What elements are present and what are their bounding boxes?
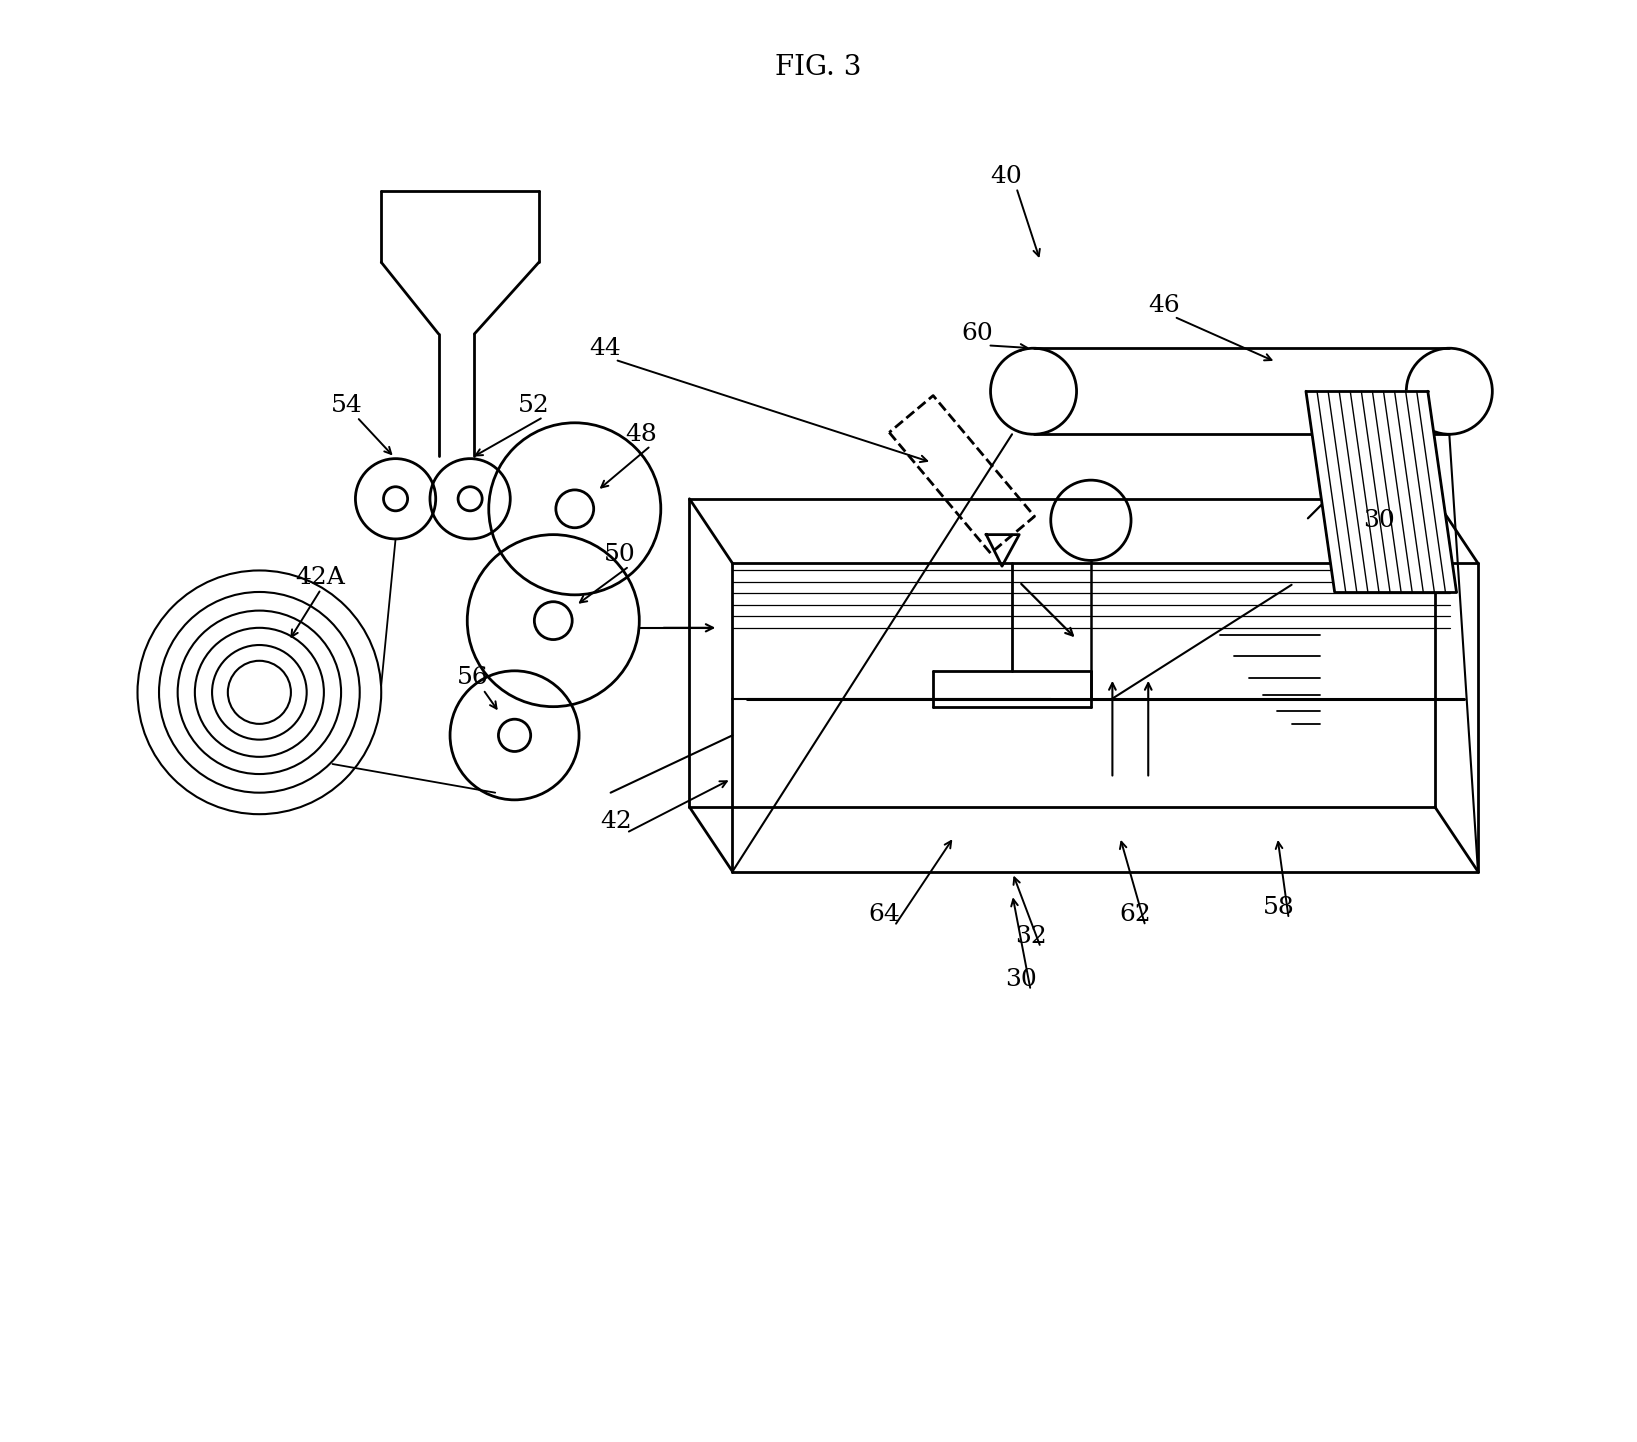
- Text: 46: 46: [1148, 294, 1180, 317]
- Text: 58: 58: [1262, 895, 1295, 919]
- Text: 54: 54: [331, 394, 363, 417]
- Text: 48: 48: [625, 423, 656, 446]
- Text: 60: 60: [963, 323, 994, 346]
- Text: 64: 64: [869, 903, 900, 926]
- Text: 30: 30: [1364, 509, 1395, 532]
- Polygon shape: [1306, 391, 1457, 593]
- Text: 42: 42: [601, 810, 632, 833]
- Text: 44: 44: [589, 337, 620, 359]
- Text: 50: 50: [604, 544, 635, 567]
- Text: FIG. 3: FIG. 3: [776, 55, 861, 81]
- Text: 32: 32: [1015, 924, 1046, 947]
- Text: 40: 40: [990, 164, 1021, 187]
- Text: 62: 62: [1120, 903, 1151, 926]
- Text: 30: 30: [1005, 968, 1036, 991]
- Text: 56: 56: [457, 666, 489, 689]
- Text: 42A: 42A: [295, 567, 345, 590]
- Text: 52: 52: [517, 394, 548, 417]
